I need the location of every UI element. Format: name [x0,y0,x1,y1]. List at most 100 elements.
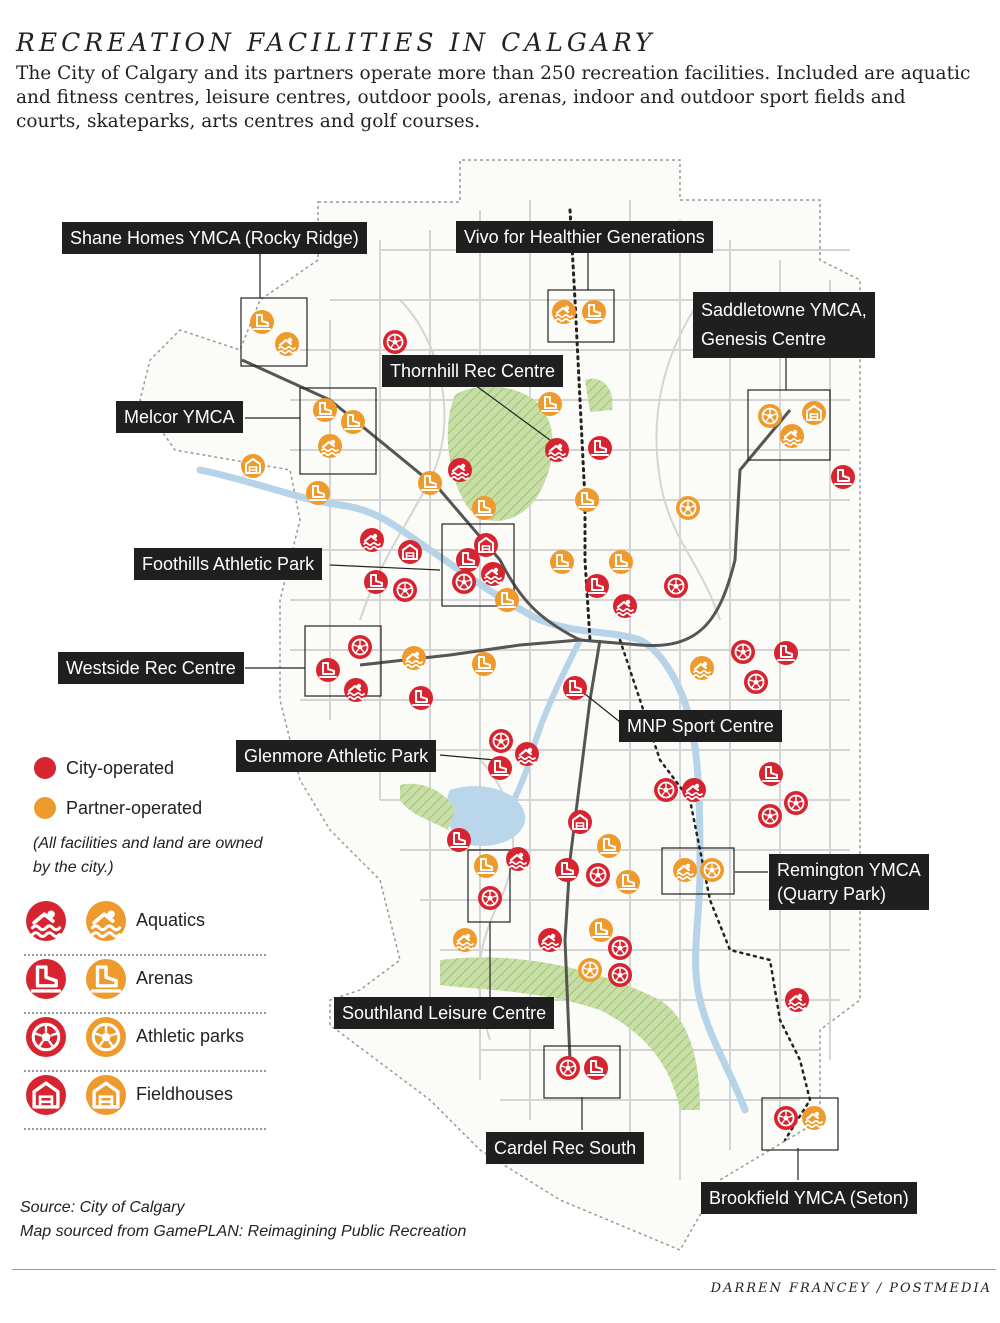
swimmer-icon [26,901,66,941]
callout-vivo[interactable]: Vivo for Healthier Generations [456,221,713,253]
facility-athletic-city[interactable] [452,570,476,594]
facility-aquatics-partner[interactable] [552,300,576,324]
facility-athletic-city[interactable] [654,778,678,802]
facility-arenas-partner[interactable] [341,410,365,434]
facility-arenas-city[interactable] [447,828,471,852]
nose-hill-park [447,386,553,521]
facility-athletic-city[interactable] [744,670,768,694]
facility-athletic-partner[interactable] [700,858,724,882]
legend-aquatics-label: Aquatics [136,910,206,930]
facility-aquatics-city[interactable] [538,928,562,952]
callout-shane-homes-ymca[interactable]: Shane Homes YMCA (Rocky Ridge) [62,222,367,254]
callout-saddletowne-ymca[interactable]: Saddletowne YMCA, Genesis Centre [693,292,875,358]
facility-fieldhouse-city[interactable] [398,540,422,564]
facility-athletic-city[interactable] [608,963,632,987]
facility-fieldhouse-city[interactable] [568,810,592,834]
facility-fieldhouse-city[interactable] [474,533,498,557]
facility-arenas-partner[interactable] [306,481,330,505]
legend-athletic-label: Athletic parks [136,1026,245,1046]
facility-arenas-city[interactable] [584,1056,608,1080]
facility-arenas-partner[interactable] [418,471,442,495]
callout-brookfield-ymca[interactable]: Brookfield YMCA (Seton) [701,1182,917,1214]
facility-athletic-city[interactable] [383,330,407,354]
facility-arenas-city[interactable] [555,858,579,882]
facility-athletic-partner[interactable] [676,496,700,520]
facility-aquatics-partner[interactable] [690,656,714,680]
facility-athletic-city[interactable] [586,863,610,887]
callout-southland-leisure-centre[interactable]: Southland Leisure Centre [334,997,555,1029]
facility-aquatics-city[interactable] [785,988,809,1012]
callout-remington-ymca[interactable]: Remington YMCA (Quarry Park) [769,854,929,910]
facility-aquatics-city[interactable] [545,438,569,462]
facility-aquatics-city[interactable] [448,458,472,482]
facility-arenas-city[interactable] [774,641,798,665]
facility-athletic-partner[interactable] [758,404,782,428]
facility-fieldhouse-partner[interactable] [241,454,265,478]
callout-mnp-sport-centre[interactable]: MNP Sport Centre [619,710,782,742]
facility-aquatics-city[interactable] [682,778,706,802]
facility-aquatics-city[interactable] [360,528,384,552]
facility-athletic-city[interactable] [774,1106,798,1130]
legend-fieldhouse-label: Fieldhouses [136,1084,234,1104]
facility-arenas-partner[interactable] [575,488,599,512]
facility-arenas-city[interactable] [409,686,433,710]
facility-athletic-city[interactable] [393,578,417,602]
facility-aquatics-partner[interactable] [802,1106,826,1130]
facility-aquatics-city[interactable] [344,678,368,702]
facility-arenas-partner[interactable] [550,550,574,574]
callout-westside-rec-centre[interactable]: Westside Rec Centre [58,652,244,684]
facility-arenas-city[interactable] [364,570,388,594]
callout-thornhill[interactable]: Thornhill Rec Centre [382,355,564,387]
facility-arenas-city[interactable] [456,548,480,572]
facility-athletic-city[interactable] [784,791,808,815]
facility-aquatics-partner[interactable] [402,646,426,670]
facility-arenas-partner[interactable] [589,918,613,942]
facility-aquatics-city[interactable] [481,562,505,586]
callout-connectors [245,252,799,1180]
northeast-park [585,378,613,412]
facility-aquatics-partner[interactable] [453,928,477,952]
facility-arenas-partner[interactable] [582,300,606,324]
facility-aquatics-city[interactable] [613,594,637,618]
facility-athletic-city[interactable] [664,574,688,598]
facility-arenas-partner[interactable] [597,834,621,858]
facility-aquatics-partner[interactable] [673,858,697,882]
partner-dot-icon [34,797,56,819]
facility-arenas-partner[interactable] [472,496,496,520]
callout-glenmore-athletic-park[interactable]: Glenmore Athletic Park [236,740,437,772]
facility-aquatics-city[interactable] [506,847,530,871]
facility-athletic-city[interactable] [731,640,755,664]
facility-aquatics-city[interactable] [515,742,539,766]
facility-athletic-city[interactable] [489,729,513,753]
facility-athletic-city[interactable] [608,936,632,960]
facility-arenas-city[interactable] [588,436,612,460]
facility-arenas-city[interactable] [585,574,609,598]
facility-athletic-city[interactable] [348,635,372,659]
facility-arenas-partner[interactable] [538,392,562,416]
facility-fieldhouse-partner[interactable] [802,401,826,425]
facility-arenas-partner[interactable] [472,652,496,676]
facility-athletic-city[interactable] [758,804,782,828]
callout-cardel-rec-south[interactable]: Cardel Rec South [486,1132,645,1164]
callout-foothills-athletic-park[interactable]: Foothills Athletic Park [134,548,323,580]
facility-arenas-partner[interactable] [495,588,519,612]
facility-arenas-partner[interactable] [313,398,337,422]
facility-arenas-city[interactable] [488,756,512,780]
facility-arenas-city[interactable] [831,465,855,489]
soccer-ball-icon [26,1017,66,1057]
facility-athletic-partner[interactable] [578,958,602,982]
facility-arenas-city[interactable] [563,676,587,700]
facility-arenas-partner[interactable] [609,550,633,574]
facility-arenas-partner[interactable] [474,854,498,878]
facility-arenas-partner[interactable] [250,310,274,334]
facility-aquatics-partner[interactable] [275,332,299,356]
facility-arenas-city[interactable] [759,762,783,786]
facility-arenas-city[interactable] [316,658,340,682]
facility-athletic-city[interactable] [478,886,502,910]
facility-arenas-partner[interactable] [616,870,640,894]
callout-melcor-ymca[interactable]: Melcor YMCA [116,401,243,433]
facility-aquatics-partner[interactable] [318,434,342,458]
facility-athletic-city[interactable] [556,1056,580,1080]
facility-aquatics-partner[interactable] [780,424,804,448]
